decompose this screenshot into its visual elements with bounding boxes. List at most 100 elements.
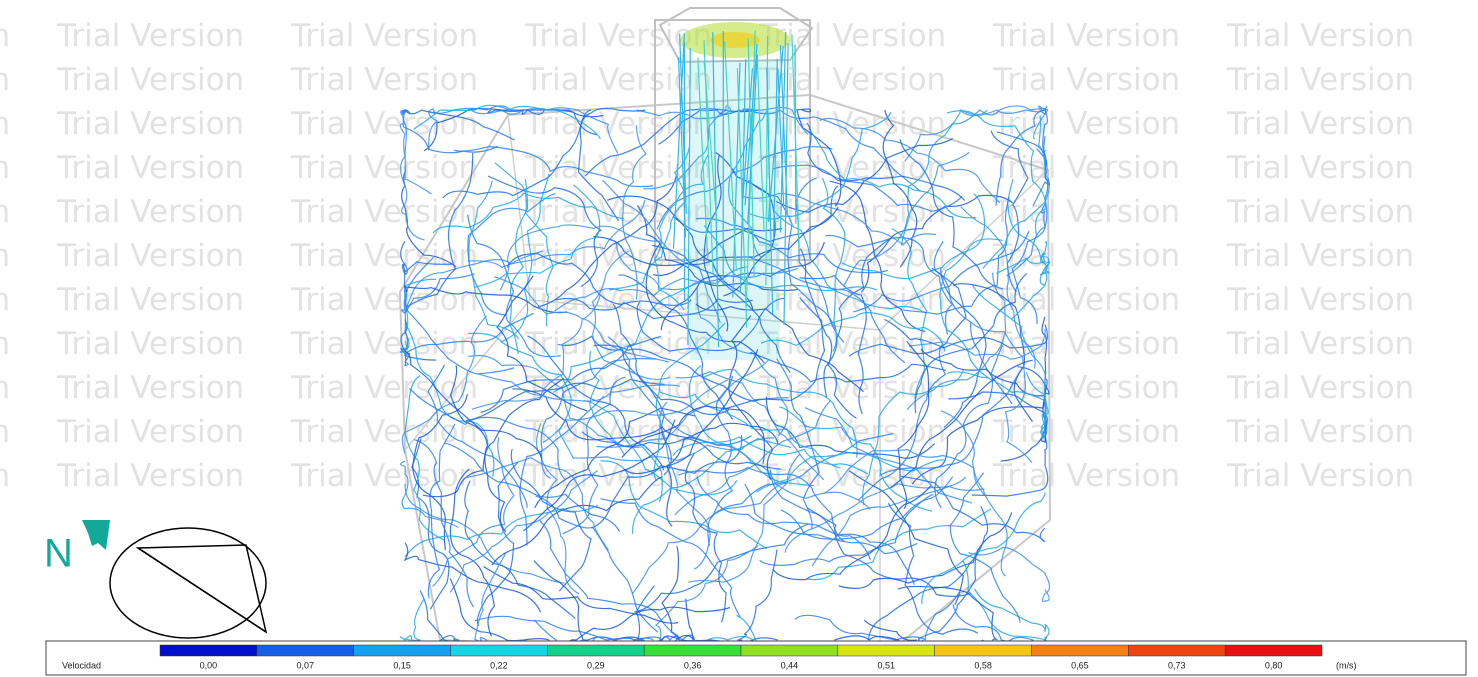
watermark-text: Trial Version: [1226, 150, 1414, 186]
watermark-text: Trial Version: [290, 194, 478, 230]
tower-streamline: [739, 59, 747, 293]
streamline: [653, 322, 726, 482]
streamline: [971, 284, 1046, 426]
streamline: [747, 111, 892, 220]
streamline: [538, 519, 679, 637]
streamline: [656, 146, 833, 230]
streamline: [449, 365, 507, 533]
streamline: [838, 512, 1013, 589]
streamline: [756, 452, 947, 493]
streamline: [921, 492, 1046, 605]
watermark-text: Trial Version: [56, 370, 244, 406]
streamline: [760, 312, 946, 352]
tower-streamline: [767, 46, 784, 223]
tower-streamline: [679, 33, 687, 214]
streamline: [596, 359, 770, 448]
streamline: [399, 108, 499, 154]
streamline: [618, 274, 734, 420]
compass-line: [137, 547, 267, 633]
watermark-text: Trial Version: [290, 282, 478, 318]
watermark-text: Trial Version: [1226, 238, 1414, 274]
streamline: [577, 107, 646, 222]
watermark-text: Trial Version: [1226, 414, 1414, 450]
colorbar-segment: [1224, 644, 1323, 657]
streamline: [404, 250, 543, 333]
streamline: [600, 498, 741, 618]
streamline: [467, 199, 646, 269]
streamline: [432, 192, 624, 234]
streamline: [952, 604, 1048, 646]
streamline: [449, 578, 573, 645]
streamline: [499, 224, 662, 291]
tower-streamline: [779, 32, 787, 233]
watermark-text: Trial Version: [992, 194, 1180, 230]
watermark-text: Trial Version: [0, 414, 10, 450]
colorbar-label: 0,00: [200, 660, 218, 670]
watermark-text: Trial Version: [0, 18, 10, 54]
streamline: [696, 476, 871, 560]
streamline: [654, 545, 759, 643]
streamline: [636, 205, 798, 291]
streamline: [899, 139, 1004, 290]
streamline: [843, 151, 970, 287]
streamline: [480, 335, 662, 414]
streamline: [776, 358, 820, 529]
streamline: [904, 105, 1046, 162]
watermark-text: Trial Version: [290, 150, 478, 186]
streamline: [759, 493, 934, 566]
watermark-text: Trial Version: [992, 458, 1180, 494]
streamline: [404, 350, 543, 459]
tower-top: [658, 7, 814, 64]
streamline: [710, 433, 894, 519]
tower-streamline: [724, 41, 737, 272]
streamline: [412, 394, 468, 551]
colorbar-label: 0,58: [974, 660, 992, 670]
streamline: [643, 545, 681, 644]
streamline: [404, 505, 599, 557]
watermark-text: Trial Version: [0, 326, 10, 362]
streamline: [404, 256, 515, 375]
streamline: [609, 145, 691, 291]
streamline: [510, 448, 592, 592]
streamline: [749, 351, 947, 383]
streamline: [593, 344, 789, 402]
streamline: [615, 243, 798, 291]
streamline: [940, 410, 1008, 577]
watermark-text: Trial Version: [56, 150, 244, 186]
streamline: [645, 242, 765, 364]
streamline: [659, 391, 841, 469]
streamline: [861, 194, 1013, 293]
streamline: [701, 368, 858, 458]
watermark-text: Trial Version: [992, 414, 1180, 450]
streamline: [949, 472, 1021, 623]
streamline: [409, 387, 566, 480]
streamline: [696, 217, 888, 274]
streamline: [471, 294, 601, 410]
streamline: [658, 108, 756, 145]
watermark-text: Trial Version: [0, 370, 10, 406]
streamline: [652, 206, 839, 276]
legend-unit: (m/s): [1336, 660, 1357, 670]
streamline: [506, 253, 692, 306]
streamline: [821, 178, 846, 352]
streamline: [897, 340, 930, 510]
streamline: [405, 152, 474, 309]
watermark-text: Trial Version: [758, 18, 946, 54]
tower-streamline: [766, 67, 774, 314]
watermark-text: Trial Version: [992, 106, 1180, 142]
streamline: [772, 164, 963, 213]
streamline: [672, 185, 839, 243]
tower-streamline: [773, 58, 778, 238]
tower-streamline: [697, 57, 709, 258]
tower-outline: [654, 19, 811, 261]
streamline: [829, 180, 926, 333]
streamline: [1011, 203, 1046, 325]
streamline: [744, 483, 918, 555]
colorbar-label: 0,51: [877, 660, 895, 670]
streamline: [823, 448, 987, 497]
streamline: [806, 507, 972, 597]
streamline: [970, 321, 1033, 464]
watermark-text: Trial Version: [56, 18, 244, 54]
streamline: [442, 109, 592, 199]
streamline: [487, 108, 598, 136]
